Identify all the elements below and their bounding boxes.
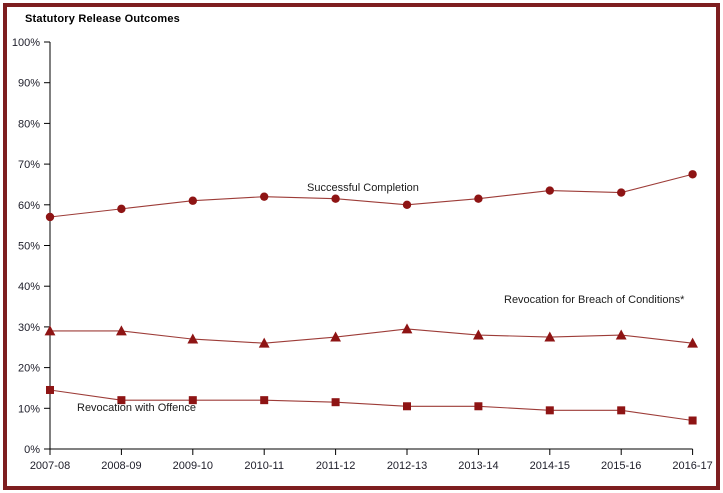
data-point-square <box>617 406 626 415</box>
data-point-square <box>188 396 197 405</box>
y-tick-label: 80% <box>18 118 40 130</box>
x-tick-label: 2016-17 <box>672 460 712 472</box>
x-tick-label: 2013-14 <box>458 460 498 472</box>
y-tick-label: 0% <box>24 444 40 456</box>
y-tick-label: 100% <box>12 37 40 49</box>
y-tick-label: 10% <box>18 403 40 415</box>
data-point-triangle <box>401 323 413 334</box>
data-point-triangle <box>615 329 627 340</box>
x-tick-label: 2009-10 <box>173 460 213 472</box>
y-tick-label: 40% <box>18 281 40 293</box>
data-point-triangle <box>187 333 199 344</box>
data-point-circle <box>260 192 269 201</box>
y-tick-label: 50% <box>18 241 40 253</box>
chart-frame: Statutory Release Outcomes <box>3 3 720 490</box>
series-line-square <box>49 389 693 422</box>
data-point-triangle <box>116 325 127 336</box>
x-tick-label: 2011-12 <box>316 460 356 472</box>
y-tick-label: 60% <box>18 200 40 212</box>
x-tick-label: 2007-08 <box>30 460 70 472</box>
x-tick-label: 2015-16 <box>601 460 641 472</box>
data-point-circle <box>617 188 626 197</box>
data-point-square <box>260 396 269 405</box>
chart-title: Statutory Release Outcomes <box>25 13 180 25</box>
data-point-square <box>46 385 54 394</box>
data-point-circle <box>331 194 340 203</box>
y-tick-label: 70% <box>18 159 40 171</box>
data-point-circle <box>188 196 197 205</box>
data-point-triangle <box>258 337 270 348</box>
data-point-circle <box>402 200 412 209</box>
data-point-circle <box>45 212 55 222</box>
series-label: Successful Completion <box>307 182 419 194</box>
series-label: Revocation with Offence <box>77 402 196 414</box>
data-point-triangle <box>687 337 698 348</box>
series-label: Revocation for Breach of Conditions* <box>504 294 685 306</box>
x-tick-label: 2012-13 <box>387 460 427 472</box>
y-tick-label: 20% <box>18 363 40 375</box>
data-point-triangle <box>473 329 484 340</box>
x-tick-label: 2010-11 <box>244 460 284 472</box>
x-tick-label: 2008-09 <box>101 460 141 472</box>
y-tick-label: 30% <box>18 322 40 334</box>
x-tick-label: 2014-15 <box>530 460 570 472</box>
data-point-triangle <box>44 325 56 336</box>
data-point-square <box>403 402 411 411</box>
data-point-circle <box>688 170 697 179</box>
data-point-square <box>545 406 554 415</box>
series-line-triangle <box>50 328 693 344</box>
data-point-triangle <box>544 331 556 342</box>
data-point-square <box>117 396 126 405</box>
data-point-circle <box>117 204 126 214</box>
data-point-triangle <box>330 331 341 342</box>
data-point-square <box>688 416 697 425</box>
y-tick-label: 90% <box>18 78 40 90</box>
data-point-circle <box>545 186 554 195</box>
data-point-square <box>331 398 340 407</box>
data-point-square <box>474 402 483 411</box>
series-line-circle <box>49 173 693 218</box>
data-point-circle <box>474 194 483 203</box>
